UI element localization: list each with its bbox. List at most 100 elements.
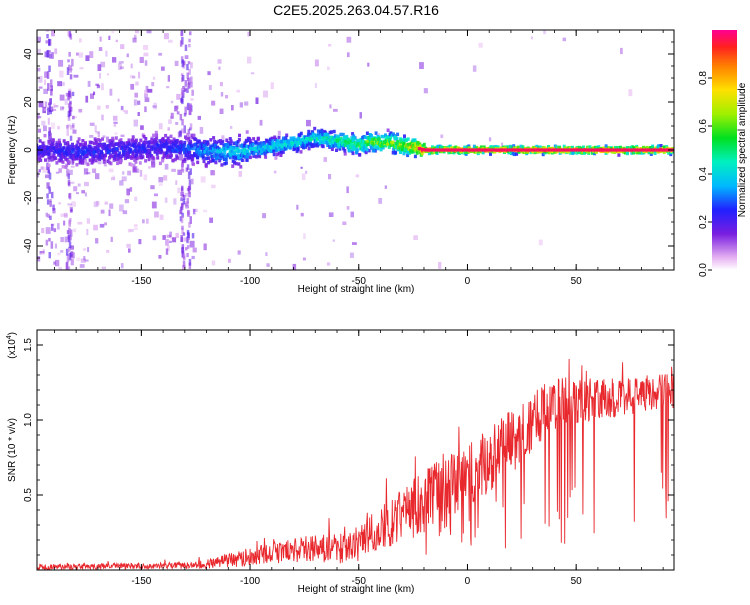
spectrogram-cell-274 <box>71 123 75 128</box>
x-tick-label: -50 <box>352 276 367 287</box>
spectrogram-cell-585 <box>181 128 184 134</box>
spectrogram-cell-1918 <box>307 146 311 151</box>
spectrogram-cell-1095 <box>126 152 130 156</box>
spectrogram-cell-2104 <box>347 138 351 142</box>
spectrogram-cell-2513 <box>442 149 446 154</box>
spectrogram-cell-1179 <box>144 137 148 141</box>
spectrogram-cell-2062 <box>338 147 342 151</box>
spectrogram-cell-164 <box>133 119 138 127</box>
spectrogram-cell-1040 <box>114 157 118 162</box>
spectrogram-cell-160 <box>342 221 347 225</box>
spectrogram-cell-2291 <box>385 136 389 140</box>
spectrogram-cell-334 <box>182 264 186 270</box>
spectrogram-cell-2356 <box>401 147 404 152</box>
spectrogram-cell-3252 <box>655 148 659 152</box>
spectrogram-cell-3162 <box>669 152 673 157</box>
spectrogram-cell-326 <box>270 82 274 89</box>
spectrogram-cell-2157 <box>356 142 360 146</box>
spectrogram-cell-19 <box>113 124 117 127</box>
spectrogram-cell-1877 <box>295 143 299 148</box>
spectrogram-cell-109 <box>263 90 268 98</box>
spectrogram-cell-148 <box>37 112 40 119</box>
spectrogram-cell-1789 <box>277 151 281 156</box>
spectrogram-cell-2708 <box>510 145 514 149</box>
spectrogram-cell-1339 <box>178 150 182 155</box>
spectrogram-cell-2498 <box>436 144 440 149</box>
spectrogram-cell-197 <box>163 175 168 181</box>
spectrogram-cell-2743 <box>521 145 525 149</box>
spectrogram-cell-1177 <box>143 140 147 145</box>
spectrogram-cell-2185 <box>364 140 368 144</box>
spectrogram-cell-1193 <box>147 144 151 149</box>
spectrogram-cell-254 <box>296 204 299 210</box>
spectrogram-cell-401 <box>118 61 124 64</box>
spectrogram-cell-1933 <box>308 142 312 146</box>
spectrogram-cell-545 <box>70 209 73 213</box>
spectrogram-cell-1281 <box>167 138 171 143</box>
x-tick-label: 0 <box>465 576 471 587</box>
spectrogram-cell-1861 <box>292 136 296 140</box>
spectrogram-cell-2333 <box>395 137 399 141</box>
spectrogram-cell-189 <box>217 59 222 64</box>
spectrogram-cell-2113 <box>347 148 351 152</box>
spectrogram-cell-2340 <box>396 141 400 146</box>
spectrogram-cell-1462 <box>207 156 210 160</box>
spectrogram-cell-1052 <box>118 151 122 155</box>
spectrogram-cell-207 <box>121 176 127 182</box>
spectrogram-cell-1955 <box>313 126 317 131</box>
spectrogram-cell-1183 <box>146 151 150 156</box>
spectrogram-cell-404 <box>46 182 50 189</box>
spectrogram-cell-320 <box>175 105 179 110</box>
spectrogram-cell-1837 <box>286 141 290 145</box>
spectrogram-cell-36 <box>63 220 66 226</box>
spectrogram-cell-468 <box>44 101 48 108</box>
spectrogram-cell-805 <box>63 142 67 146</box>
spectrogram-cell-1693 <box>256 136 260 141</box>
spectrogram-cell-73 <box>43 108 49 112</box>
spectrogram-cell-845 <box>72 148 76 152</box>
spectrogram-cell-679 <box>38 155 41 160</box>
spectrogram-cell-693 <box>39 158 43 162</box>
spectrogram-cell-182 <box>95 200 100 206</box>
spectrogram-cell-2322 <box>394 135 398 139</box>
spectrogram-cell-3173 <box>672 150 674 154</box>
spectrogram-cell-648 <box>186 164 190 170</box>
spectrogram-cell-1958 <box>314 139 318 143</box>
spectrogram-cell-96 <box>101 83 104 91</box>
spectrogram-cell-1741 <box>266 145 270 149</box>
spectrogram-cell-825 <box>67 160 71 164</box>
spectrogram-cell-2347 <box>399 150 402 154</box>
spectrogram-cell-1801 <box>279 147 283 151</box>
spectrogram-cell-1776 <box>274 146 278 151</box>
spectrogram-cell-260 <box>84 192 87 197</box>
spectrogram-cell-1487 <box>213 151 217 156</box>
spectrogram-cell-1043 <box>115 142 118 146</box>
spectrogram-cell-1442 <box>201 156 205 160</box>
spectrogram-cell-116 <box>164 33 169 40</box>
spectrogram-cell-249 <box>419 62 424 69</box>
spectrogram-cell-3178 <box>430 148 434 152</box>
spectrogram-cell-589 <box>182 195 186 200</box>
spectrogram-cell-879 <box>82 143 85 147</box>
spectrogram-cell-1920 <box>306 133 310 137</box>
spectrogram-cell-1413 <box>194 137 198 142</box>
spectrogram-cell-507 <box>65 92 69 97</box>
spectrogram-cell-1969 <box>316 133 320 137</box>
spectrogram-cell-143 <box>126 53 129 58</box>
spectrogram-cell-121 <box>148 166 151 169</box>
spectrogram-cell-1426 <box>199 154 203 158</box>
spectrogram-cell-647 <box>188 192 191 198</box>
spectrogram-cell-636 <box>187 171 191 180</box>
spectrogram-cell-930 <box>91 156 95 160</box>
colorbar: 0.0 0.2 0.4 0.6 0.8 Normalized spectral ampl… <box>698 30 748 277</box>
spectrogram-cell-532 <box>66 168 69 173</box>
spectrogram-cell-3180 <box>436 148 440 152</box>
spectrogram-cell-113 <box>212 171 216 175</box>
spectrogram-cell-1644 <box>245 138 248 143</box>
spectrogram-cell-2073 <box>339 132 343 137</box>
spectrogram-cell-564 <box>180 56 184 61</box>
spectrogram-cell-434 <box>47 213 50 218</box>
spectrogram-cell-1594 <box>235 147 239 151</box>
spectrogram-cell-342 <box>488 137 492 142</box>
spectrogram-cell-87 <box>57 252 61 256</box>
